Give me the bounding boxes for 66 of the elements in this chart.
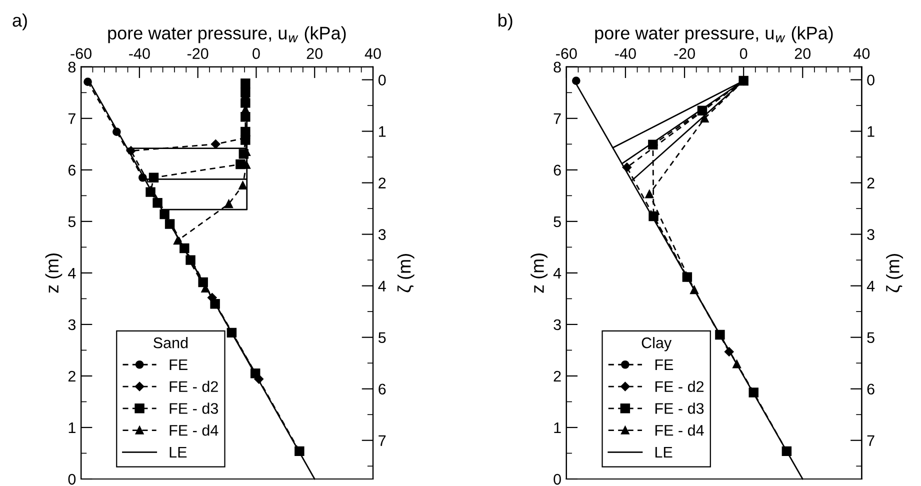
y-tick-label: 2 — [554, 370, 561, 382]
y-tick-label: 1 — [554, 422, 561, 434]
x-tick-label: 0 — [740, 48, 748, 59]
x-axis-title: pore water pressure, u$_{w}$ (kPa) — [595, 26, 833, 44]
y2-tick-label: 5 — [867, 332, 874, 344]
legend-label: FE - d3 — [655, 402, 704, 414]
y2-tick-label: 6 — [867, 384, 874, 395]
x-tick-label: 20 — [794, 48, 811, 59]
legend-label: FE - d4 — [170, 424, 218, 436]
y2-tick-label: 4 — [866, 280, 875, 292]
y-tick-label: 3 — [554, 319, 561, 330]
x-tick-label: -60 — [556, 48, 577, 59]
x-tick-label: -40 — [615, 48, 636, 59]
y2-axis-title: ζ (m) — [886, 254, 903, 292]
legend-label: FE - d2 — [170, 380, 218, 392]
text: a) — [12, 13, 27, 30]
y2-tick-label: 7 — [378, 435, 386, 446]
y2-tick-label: 1 — [379, 126, 386, 137]
text: b) — [498, 13, 512, 30]
y-tick-label: 2 — [68, 370, 76, 382]
y-tick-label: 8 — [68, 62, 76, 73]
x-tick-label: 40 — [854, 48, 870, 59]
y-axis-title: z (m) — [45, 254, 62, 293]
legend-title: Clay — [642, 337, 672, 352]
legend-label: FE - d4 — [655, 424, 704, 436]
y-tick-label: 7 — [554, 113, 561, 124]
y2-tick-label: 6 — [378, 384, 386, 395]
legend-label: LE — [655, 446, 672, 458]
legend-label: FE - d2 — [655, 380, 704, 392]
y-tick-label: 8 — [554, 62, 561, 73]
y-axis-title: z (m) — [530, 254, 548, 293]
y2-tick-label: 3 — [867, 229, 874, 240]
y-tick-label: 1 — [68, 422, 76, 434]
y-tick-label: 7 — [68, 113, 76, 124]
x-tick-label: -20 — [187, 48, 208, 59]
x-tick-label: 20 — [306, 48, 323, 59]
y2-tick-label: 2 — [378, 178, 386, 188]
legend-title: Sand — [154, 337, 188, 348]
x-tick-label: -20 — [674, 48, 695, 59]
y-tick-label: 4 — [68, 268, 76, 278]
x-tick-label: 40 — [364, 48, 381, 59]
y-tick-label: 3 — [68, 319, 76, 330]
y2-tick-label: 7 — [867, 435, 874, 446]
y-tick-label: 5 — [68, 216, 76, 228]
x-tick-label: 0 — [252, 48, 260, 59]
y-tick-label: 0 — [68, 474, 76, 485]
y-tick-label: 0 — [554, 474, 561, 485]
y2-tick-label: 1 — [868, 126, 874, 137]
legend-label: FE — [170, 359, 188, 370]
y2-tick-label: 4 — [378, 280, 386, 292]
y-tick-label: 4 — [553, 268, 562, 278]
y2-tick-label: 2 — [867, 178, 874, 188]
y-tick-label: 6 — [68, 164, 76, 176]
y2-tick-label: 5 — [378, 332, 386, 344]
x-tick-label: -60 — [70, 48, 92, 59]
y2-tick-label: 0 — [867, 74, 874, 86]
y-tick-label: 6 — [554, 164, 561, 176]
y2-tick-label: 3 — [378, 229, 386, 240]
legend-label: FE — [655, 359, 674, 370]
y-tick-label: 5 — [554, 216, 561, 228]
y2-tick-label: 0 — [378, 74, 386, 86]
legend-label: FE - d3 — [170, 402, 218, 414]
x-tick-label: -40 — [129, 48, 150, 59]
legend-label: LE — [170, 446, 187, 458]
x-axis-title: pore water pressure, u$_{w}$ (kPa) — [108, 26, 346, 44]
y2-axis-title: ζ (m) — [397, 254, 414, 292]
